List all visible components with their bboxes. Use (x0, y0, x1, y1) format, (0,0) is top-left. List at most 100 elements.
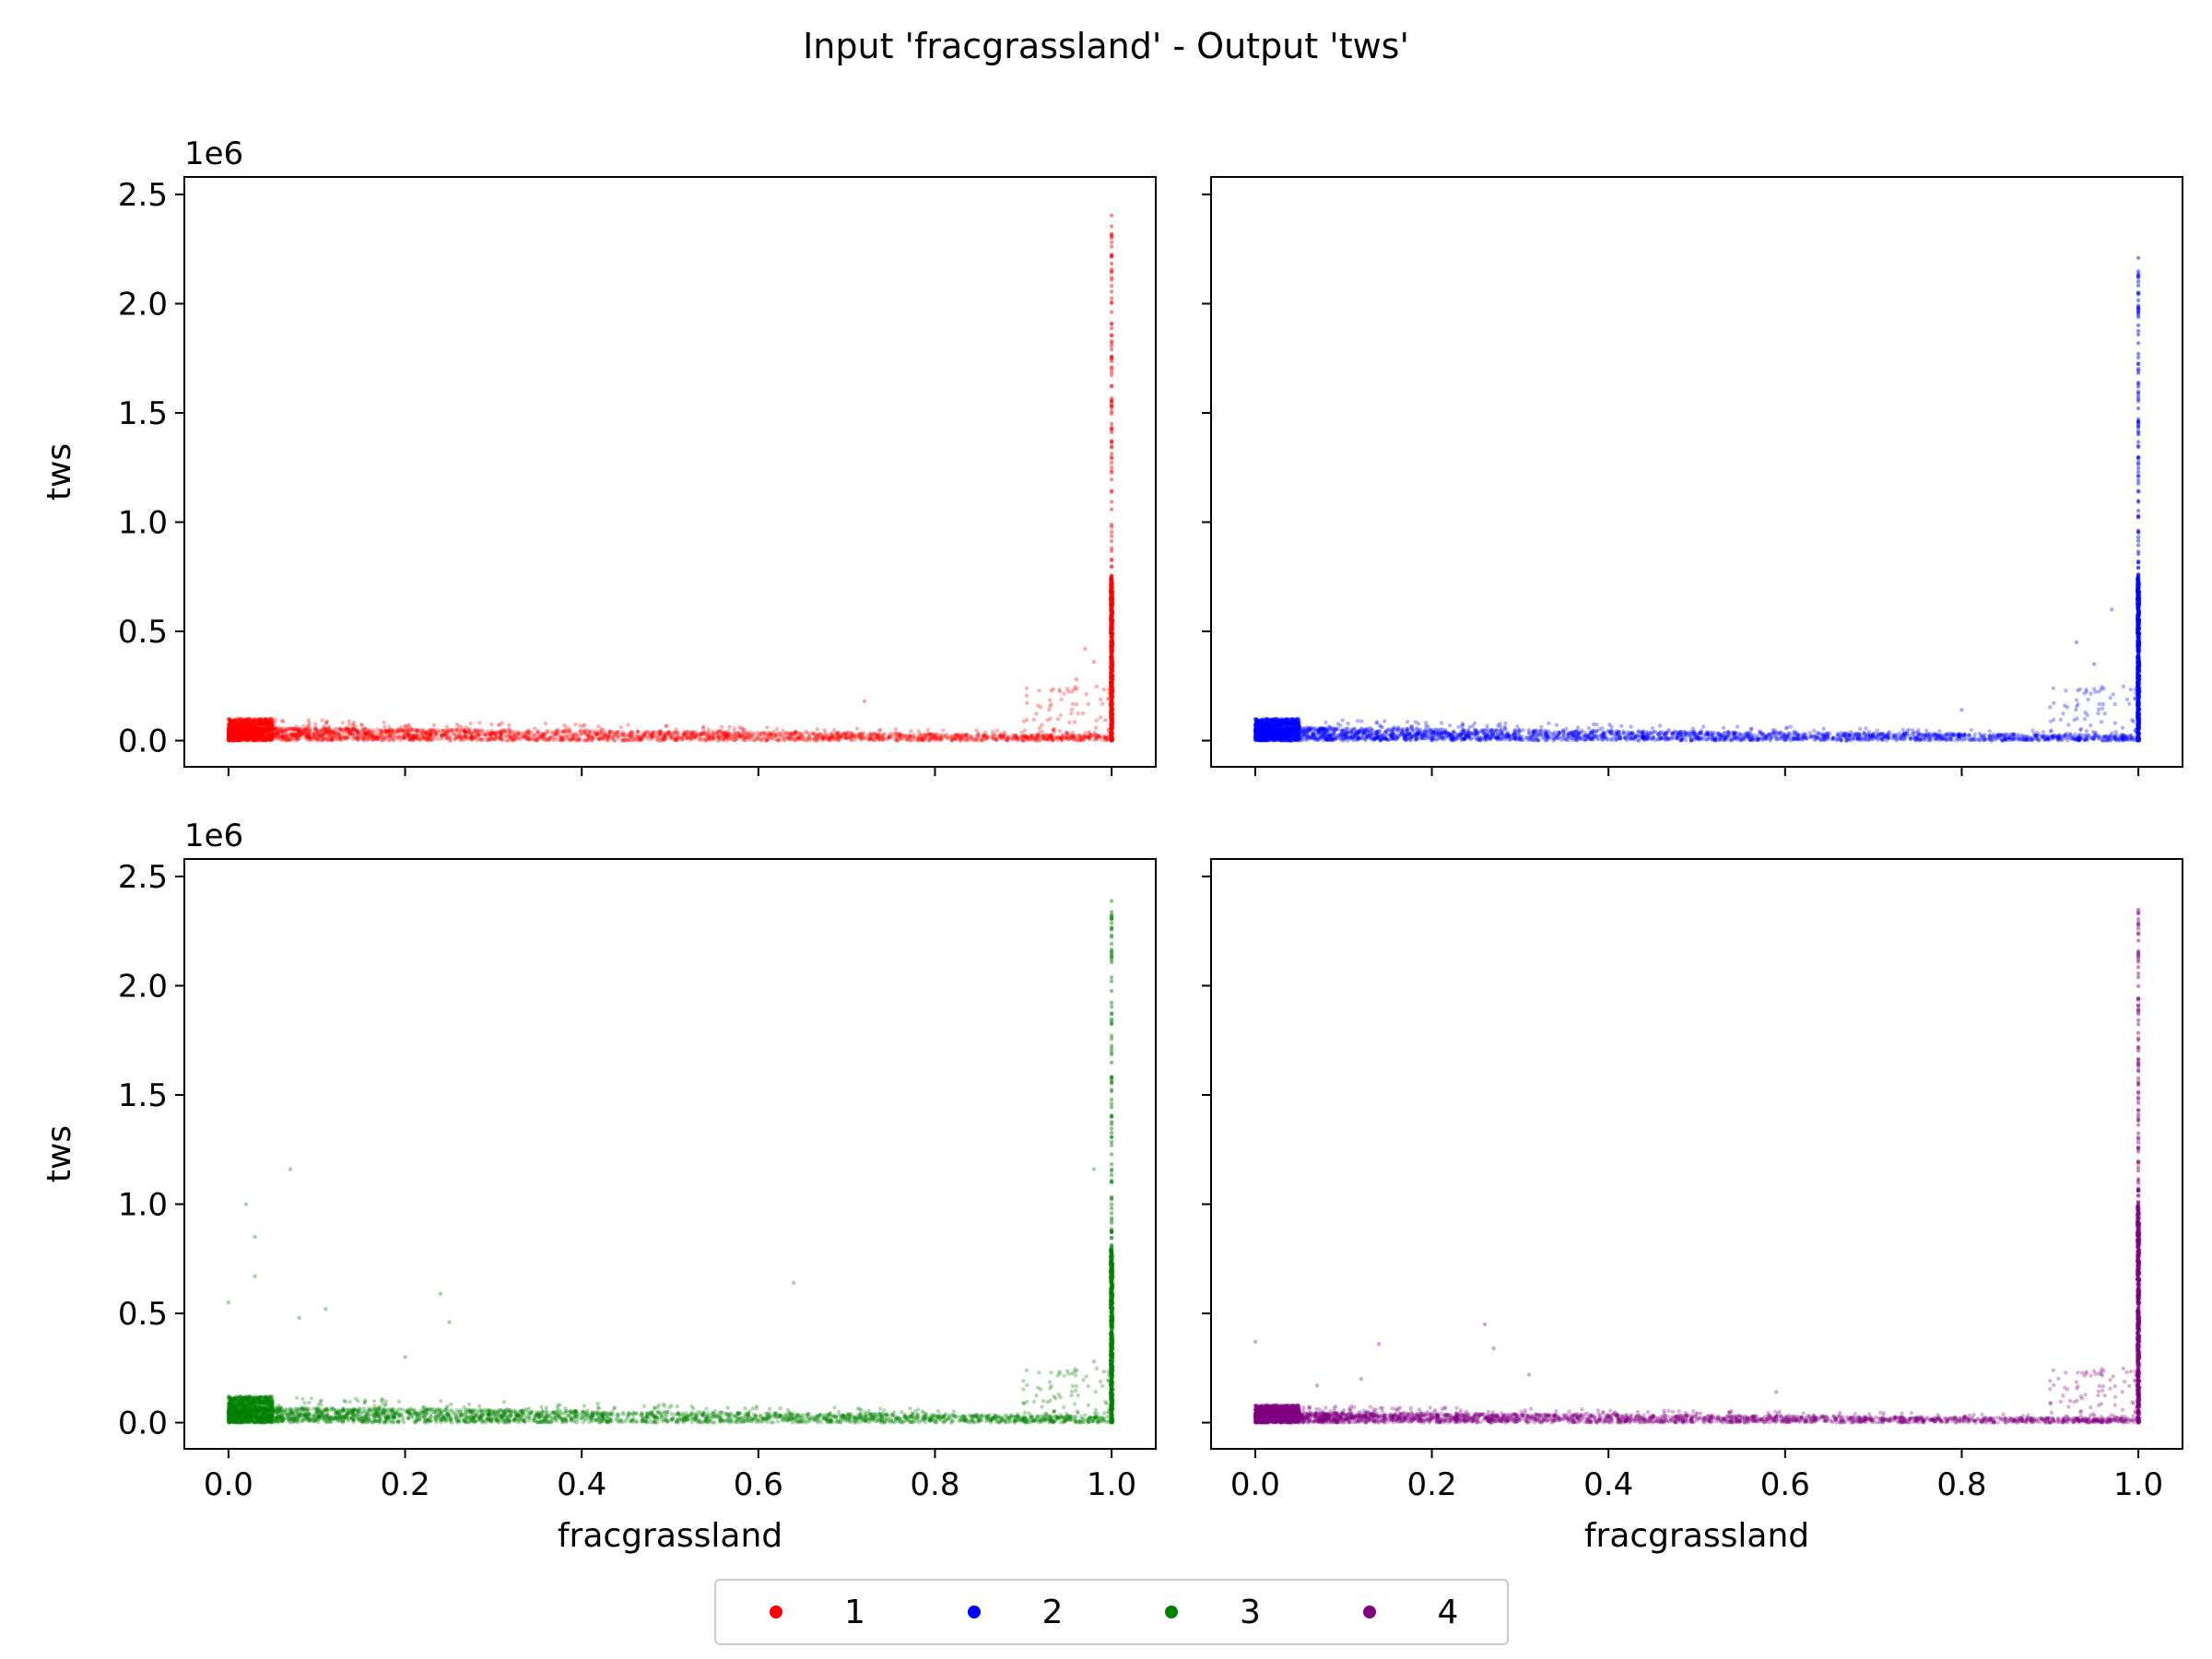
data-point (934, 735, 938, 740)
data-point (657, 738, 663, 743)
data-point (781, 728, 785, 734)
data-point (935, 736, 939, 741)
data-point (714, 731, 720, 735)
data-point (264, 727, 269, 732)
data-point (1085, 735, 1090, 739)
data-point (691, 734, 696, 738)
data-point (411, 735, 416, 740)
data-point (1009, 736, 1014, 741)
data-point (1547, 721, 1551, 725)
data-point (698, 735, 702, 740)
data-point (257, 735, 262, 739)
data-point (1071, 735, 1077, 740)
data-point (1109, 213, 1114, 218)
data-point (307, 729, 312, 734)
data-point (268, 737, 273, 743)
data-point (405, 732, 410, 737)
data-point (363, 734, 369, 738)
data-point (932, 733, 937, 738)
data-point (253, 719, 258, 724)
data-point (722, 736, 726, 742)
data-point (998, 734, 1003, 739)
data-point (338, 728, 344, 733)
data-point (725, 734, 731, 738)
data-point (275, 731, 279, 735)
y-offset-text: 1e6 (184, 135, 243, 172)
data-point (410, 728, 415, 733)
data-point (232, 727, 237, 732)
data-point (819, 735, 825, 740)
data-point (428, 730, 433, 735)
data-point (746, 732, 750, 736)
data-point (245, 735, 251, 741)
data-point (371, 737, 376, 743)
data-point (578, 724, 582, 728)
data-point (464, 735, 469, 740)
data-point (256, 727, 261, 732)
data-point (296, 727, 300, 733)
data-point (1102, 735, 1107, 740)
data-point (406, 728, 410, 733)
data-point (796, 735, 802, 740)
data-point (705, 731, 711, 736)
data-point (688, 735, 694, 741)
data-point (566, 733, 571, 738)
data-point (306, 732, 312, 737)
data-point (385, 728, 391, 734)
data-point (984, 735, 990, 741)
data-point (356, 729, 360, 735)
data-point (937, 738, 942, 743)
data-point (236, 730, 241, 735)
data-point (605, 737, 610, 742)
data-point (733, 735, 738, 739)
data-point (1084, 692, 1088, 697)
data-point (731, 733, 735, 737)
data-point (591, 729, 596, 734)
scatter-points-2 (1253, 255, 2142, 743)
data-point (702, 737, 708, 743)
data-point (463, 729, 468, 735)
data-point (1033, 738, 1038, 743)
data-point (334, 737, 338, 742)
data-point (1041, 733, 1046, 738)
data-point (423, 735, 428, 740)
data-point (231, 732, 237, 737)
data-point (230, 729, 235, 734)
data-point (414, 735, 418, 741)
data-point (229, 730, 233, 735)
data-point (690, 730, 696, 735)
data-point (658, 733, 663, 737)
data-point (540, 734, 545, 739)
data-point (231, 729, 237, 734)
data-point (581, 724, 585, 728)
data-point (1021, 735, 1026, 740)
data-point (512, 737, 517, 743)
data-point (367, 734, 372, 738)
data-point (494, 734, 499, 738)
data-point (1014, 736, 1019, 741)
data-point (416, 728, 420, 734)
data-point (477, 721, 482, 725)
data-point (616, 735, 620, 741)
data-point (1035, 736, 1040, 741)
data-point (1109, 477, 1114, 482)
data-point (747, 732, 751, 737)
data-point (688, 737, 693, 742)
data-point (915, 736, 920, 742)
data-point (848, 737, 853, 742)
data-point (835, 731, 840, 735)
data-point (241, 726, 245, 732)
data-point (1037, 688, 1041, 693)
data-point (423, 732, 429, 736)
data-point (1096, 734, 1101, 739)
data-point (324, 736, 328, 741)
data-point (683, 732, 688, 736)
data-point (1058, 712, 1063, 718)
data-point (664, 736, 668, 741)
data-point (757, 734, 761, 738)
data-point (1088, 732, 1092, 736)
data-point (1073, 685, 1077, 689)
data-point (983, 733, 989, 738)
data-point (226, 732, 231, 736)
data-point (1005, 737, 1010, 743)
